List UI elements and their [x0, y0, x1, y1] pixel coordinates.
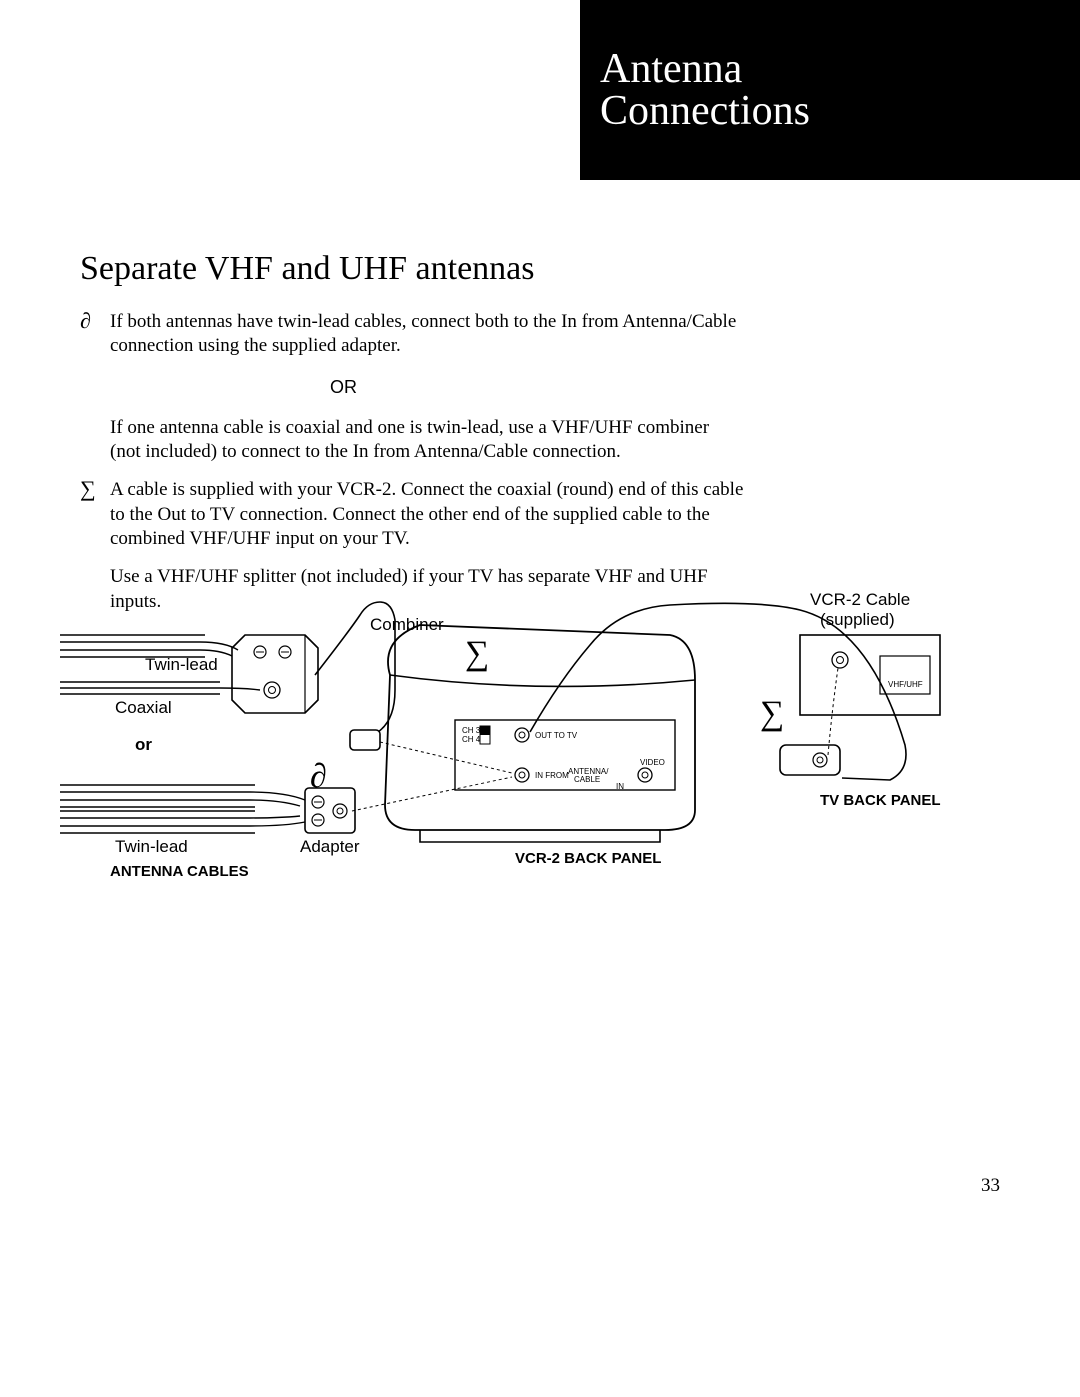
bullet-1b-text: If one antenna cable is coaxial and one …: [110, 416, 740, 465]
twin-lead-cable-1: [60, 635, 238, 657]
label-in-from: IN FROM: [535, 771, 569, 780]
combiner-box: [232, 635, 318, 713]
label-twin-lead-2: Twin-lead: [115, 837, 188, 857]
header-line2: Connections: [600, 90, 1080, 132]
bullet-2: ∑ A cable is supplied with your VCR-2. C…: [80, 478, 1010, 551]
label-combiner: Combiner: [370, 615, 444, 635]
content: Separate VHF and UHF antennas ∂ If both …: [80, 250, 1010, 628]
tv-cable-plug: [780, 745, 840, 775]
label-ch4: CH 4: [462, 735, 480, 744]
label-ch3: CH 3: [462, 726, 480, 735]
label-vcr-cable-2: (supplied): [820, 610, 895, 630]
coaxial-cable: [60, 682, 260, 694]
label-antenna-cables: ANTENNA CABLES: [110, 863, 249, 880]
diagram-sym-s1: ∑: [465, 635, 489, 673]
label-tv-back: TV BACK PANEL: [820, 792, 941, 809]
label-vhf-uhf: VHF/UHF: [888, 680, 923, 689]
header-line1: Antenna: [600, 48, 1080, 90]
bullet-2-symbol: ∑: [80, 478, 102, 551]
bullet-1-text: If both antennas have twin-lead cables, …: [110, 310, 750, 359]
label-out-to-tv: OUT TO TV: [535, 731, 577, 740]
header-band: Antenna Connections: [580, 0, 1080, 180]
label-adapter: Adapter: [300, 837, 360, 857]
connection-diagram: Twin-lead Coaxial or Twin-lead Adapter C…: [60, 580, 1020, 900]
diagram-sym-s2: ∑: [760, 695, 784, 733]
label-vcr-back: VCR-2 BACK PANEL: [515, 850, 661, 867]
label-vcr-cable-1: VCR-2 Cable: [810, 590, 910, 610]
label-twin-lead-1: Twin-lead: [145, 655, 218, 675]
label-video: VIDEO: [640, 758, 665, 767]
tv-back-panel: [800, 635, 940, 715]
bullet-1: ∂ If both antennas have twin-lead cables…: [80, 310, 1010, 359]
bullet-2-text: A cable is supplied with your VCR-2. Con…: [110, 478, 750, 551]
or-separator: OR: [330, 377, 1010, 398]
diagram-sym-d: ∂: [310, 758, 327, 796]
label-coaxial: Coaxial: [115, 698, 172, 718]
label-or: or: [135, 735, 152, 755]
twin-lead-cable-2: [60, 785, 305, 833]
section-title: Separate VHF and UHF antennas: [80, 250, 1010, 288]
page-number: 33: [981, 1175, 1000, 1197]
bullet-1-symbol: ∂: [80, 310, 102, 359]
label-antenna-cable-2: CABLE: [574, 775, 600, 784]
label-in: IN: [616, 782, 624, 791]
